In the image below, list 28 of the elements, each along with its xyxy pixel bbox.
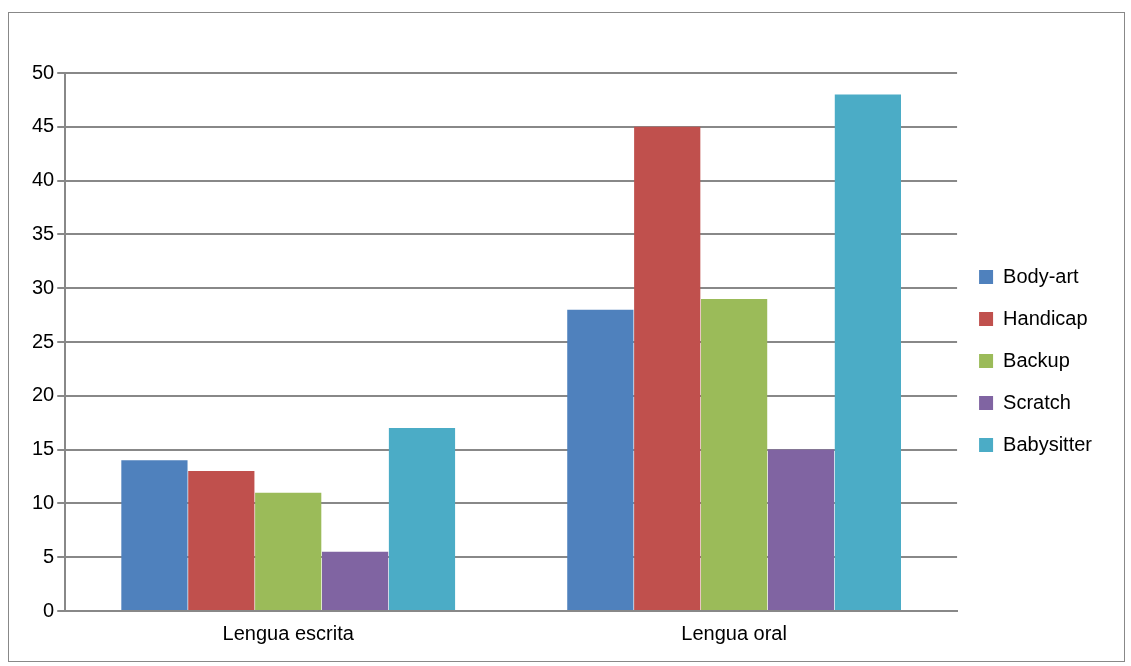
y-tick-label: 20 xyxy=(32,383,55,406)
bar xyxy=(255,492,322,610)
legend-label: Body-art xyxy=(1003,264,1080,287)
bar xyxy=(834,94,901,610)
legend-label: Scratch xyxy=(1003,390,1071,413)
y-tick-label: 25 xyxy=(32,329,55,352)
bar xyxy=(767,449,835,610)
bar xyxy=(188,471,255,610)
bar xyxy=(388,428,456,610)
y-tick-label: 50 xyxy=(32,60,55,83)
x-tick-label: Lengua oral xyxy=(681,621,787,644)
legend-label: Handicap xyxy=(1003,306,1088,329)
bar xyxy=(701,298,768,610)
bar xyxy=(634,126,701,610)
y-tick-label: 0 xyxy=(43,598,55,621)
legend-label: Babysitter xyxy=(1003,432,1093,455)
bar xyxy=(321,551,389,610)
y-tick-label: 35 xyxy=(32,221,55,244)
y-tick-label: 15 xyxy=(32,437,55,460)
y-tick-label: 30 xyxy=(32,275,55,298)
x-tick-label: Lengua escrita xyxy=(222,621,355,644)
bar xyxy=(121,460,188,610)
y-tick-label: 45 xyxy=(32,114,55,137)
y-tick-label: 10 xyxy=(32,490,55,513)
bar xyxy=(567,309,634,610)
y-tick-label: 5 xyxy=(43,544,55,567)
y-tick-label: 40 xyxy=(32,168,55,191)
legend-label: Backup xyxy=(1003,348,1070,371)
